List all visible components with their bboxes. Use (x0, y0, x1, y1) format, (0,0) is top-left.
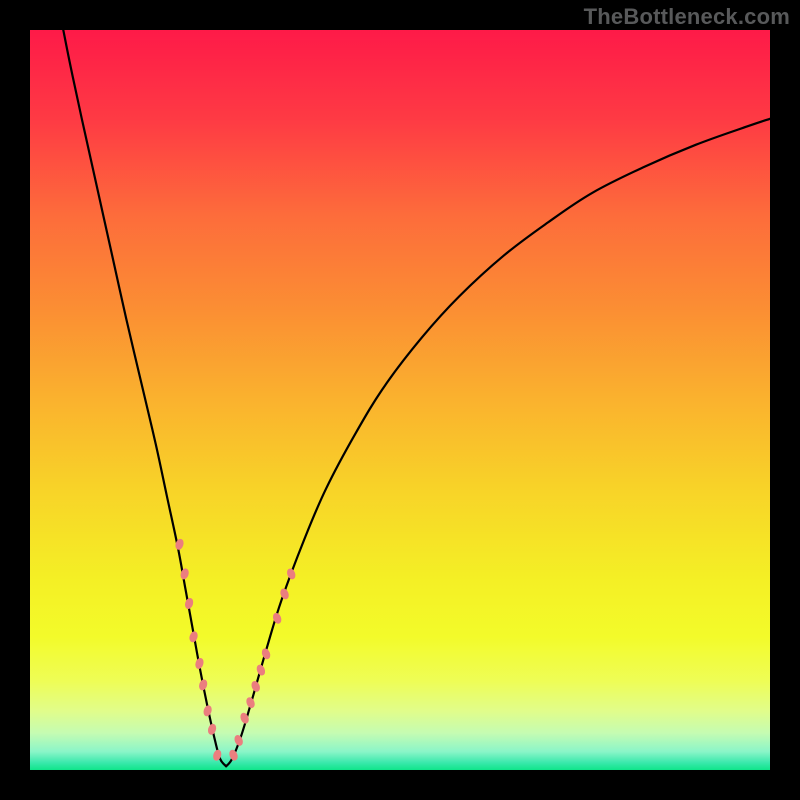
bottleneck-curve-chart (30, 30, 770, 770)
chart-frame: TheBottleneck.com (0, 0, 800, 800)
chart-background (30, 30, 770, 770)
plot-area (30, 30, 770, 770)
watermark-text: TheBottleneck.com (584, 4, 790, 30)
